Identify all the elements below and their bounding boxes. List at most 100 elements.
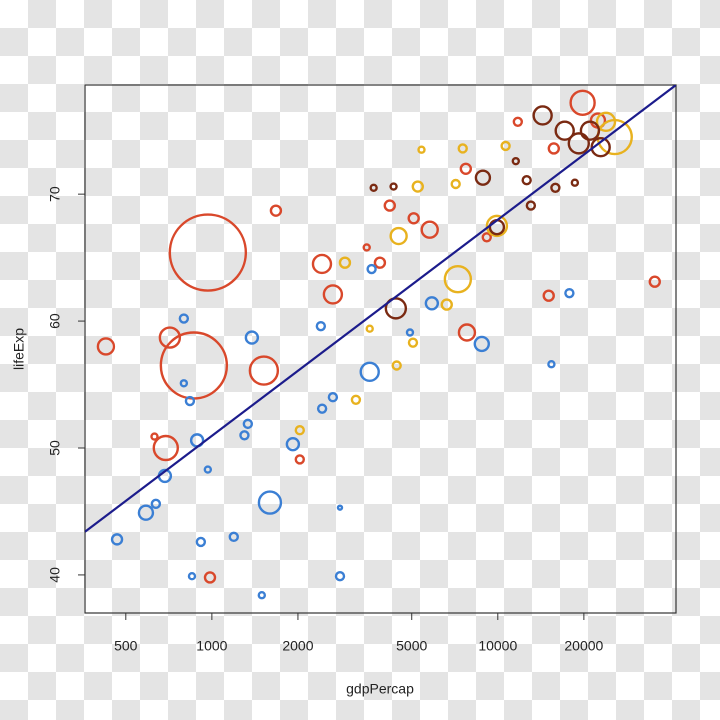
x-tick-label: 500: [114, 638, 138, 654]
bubble: [322, 284, 344, 305]
bubble: [440, 298, 453, 311]
x-tick-label: 2000: [282, 638, 313, 654]
bubble: [257, 490, 283, 515]
bubble: [311, 253, 333, 275]
bubble: [473, 335, 490, 353]
bubble: [590, 136, 611, 158]
bubble: [420, 220, 439, 239]
bubble: [424, 296, 440, 311]
y-tick-label: 40: [47, 567, 63, 583]
bubble: [579, 120, 601, 141]
bubble: [389, 182, 398, 191]
bubble: [248, 355, 280, 386]
bubble: [457, 323, 477, 342]
bubble: [459, 162, 473, 175]
bubble: [407, 337, 419, 348]
bubble: [500, 140, 511, 152]
bubble: [195, 536, 207, 548]
bubble: [327, 392, 339, 403]
bubble: [96, 337, 116, 356]
bubble: [405, 328, 415, 337]
bubble: [203, 571, 217, 584]
bubble: [359, 361, 380, 383]
bubble: [338, 256, 352, 269]
bubble: [450, 178, 461, 190]
bubble: [285, 436, 301, 452]
bubble: [315, 320, 327, 332]
bubble: [554, 120, 575, 141]
x-tick-label: 1000: [196, 638, 227, 654]
bubble: [417, 145, 426, 154]
bubble: [365, 324, 374, 333]
bubble: [159, 331, 229, 400]
bubble: [457, 143, 468, 154]
bubble: [550, 182, 561, 194]
bubble: [547, 142, 561, 155]
bubble: [228, 531, 239, 543]
bubble: [488, 218, 506, 236]
bubble: [474, 169, 492, 186]
bubble: [269, 204, 283, 217]
x-tick-label: 10000: [478, 638, 517, 654]
bubble: [525, 200, 537, 211]
bubble: [178, 313, 190, 324]
bubble: [384, 297, 408, 320]
bubble: [152, 434, 179, 462]
bubble: [187, 571, 197, 581]
x-tick-label: 5000: [396, 638, 427, 654]
bubble: [244, 330, 260, 345]
bubble: [373, 256, 387, 269]
bubble: [362, 243, 371, 252]
bubble: [512, 116, 524, 128]
bubble: [481, 232, 492, 243]
bubble: [595, 111, 617, 133]
x-tick-label: 20000: [564, 638, 603, 654]
bubble: [511, 156, 520, 166]
bubble: [569, 89, 596, 116]
marks: [85, 85, 676, 600]
fit-line: [85, 85, 676, 533]
bubble: [411, 180, 424, 193]
bubble: [407, 212, 420, 225]
bubble: [257, 591, 267, 600]
bubble: [389, 226, 408, 246]
bubble: [179, 379, 189, 388]
bubble: [168, 213, 248, 292]
bubble: [567, 132, 590, 155]
bubble: [542, 289, 555, 302]
bubble: [184, 395, 196, 407]
bubble: [366, 263, 377, 275]
bubble: [294, 454, 305, 465]
bubble: [443, 264, 473, 294]
bubble: [547, 360, 556, 369]
bubble: [383, 199, 396, 212]
y-tick-label: 60: [47, 313, 63, 329]
bubble: [150, 432, 159, 441]
bubble: [150, 498, 162, 510]
y-tick-label: 70: [47, 186, 63, 202]
y-axis-label: lifeExp: [11, 328, 27, 370]
plot-frame: [84, 84, 677, 614]
bubble: [521, 174, 532, 186]
bubble: [137, 504, 155, 521]
bubble: [239, 430, 250, 441]
bubble: [242, 418, 254, 430]
bubble: [485, 214, 509, 238]
bubble: [203, 465, 213, 474]
bubble: [648, 275, 661, 288]
bubble: [316, 403, 328, 414]
x-axis-label: gdpPercap: [346, 681, 414, 697]
bubble: [570, 178, 580, 187]
y-tick-label: 50: [47, 440, 63, 456]
bubble: [350, 394, 362, 405]
bubble: [334, 570, 346, 582]
bubble: [158, 326, 182, 349]
bubble: [369, 183, 378, 193]
bubble: [532, 105, 553, 126]
bubble: [336, 504, 344, 511]
bubble: [294, 425, 305, 436]
bubble: [110, 533, 124, 546]
bubble: [391, 360, 402, 371]
